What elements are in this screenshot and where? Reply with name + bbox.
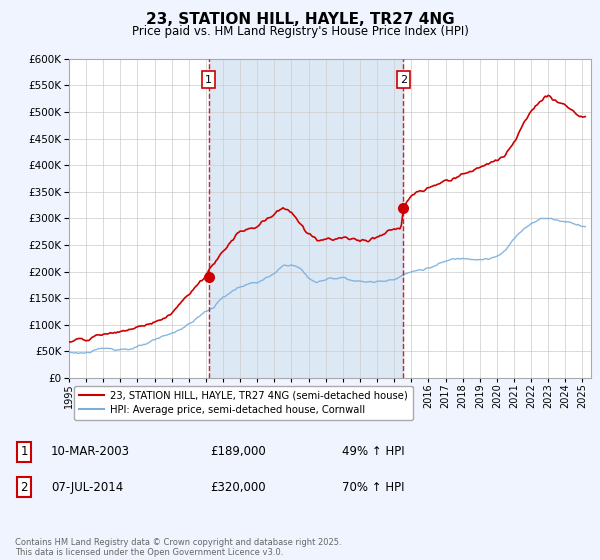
Text: 70% ↑ HPI: 70% ↑ HPI [342, 480, 404, 494]
Text: 10-MAR-2003: 10-MAR-2003 [51, 445, 130, 459]
Text: Contains HM Land Registry data © Crown copyright and database right 2025.
This d: Contains HM Land Registry data © Crown c… [15, 538, 341, 557]
Text: 23, STATION HILL, HAYLE, TR27 4NG: 23, STATION HILL, HAYLE, TR27 4NG [146, 12, 454, 27]
Legend: 23, STATION HILL, HAYLE, TR27 4NG (semi-detached house), HPI: Average price, sem: 23, STATION HILL, HAYLE, TR27 4NG (semi-… [74, 386, 413, 420]
Text: 2: 2 [20, 480, 28, 494]
Bar [209, 59, 403, 378]
Text: 1: 1 [205, 74, 212, 85]
Text: 1: 1 [20, 445, 28, 459]
Text: 07-JUL-2014: 07-JUL-2014 [51, 480, 123, 494]
Text: £189,000: £189,000 [210, 445, 266, 459]
Text: Price paid vs. HM Land Registry's House Price Index (HPI): Price paid vs. HM Land Registry's House … [131, 25, 469, 38]
Text: 49% ↑ HPI: 49% ↑ HPI [342, 445, 404, 459]
Text: £320,000: £320,000 [210, 480, 266, 494]
Text: 2: 2 [400, 74, 407, 85]
